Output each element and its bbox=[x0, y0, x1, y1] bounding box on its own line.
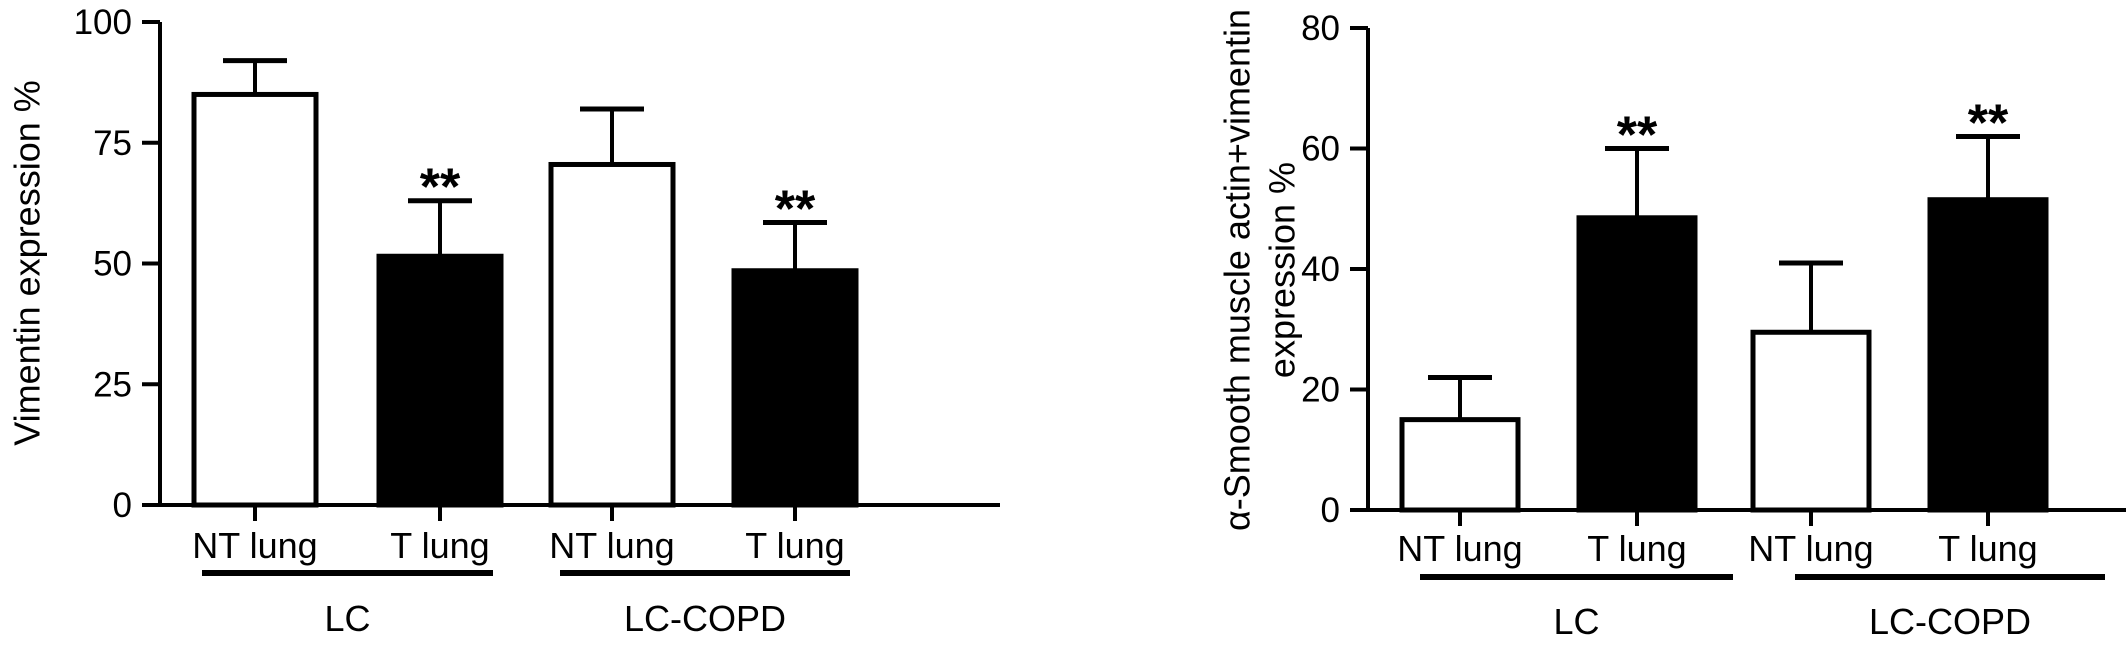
bar bbox=[1927, 197, 2049, 513]
bar bbox=[376, 253, 504, 508]
group-label: LC bbox=[324, 598, 370, 639]
y-tick-label: 60 bbox=[1301, 130, 1340, 169]
bar bbox=[548, 161, 676, 508]
y-tick-label: 50 bbox=[93, 245, 132, 284]
y-tick-label: 20 bbox=[1301, 371, 1340, 410]
category-label: NT lung bbox=[1397, 528, 1522, 569]
bar bbox=[191, 91, 319, 508]
y-tick-label: 0 bbox=[1321, 491, 1340, 530]
y-axis-label: α-Smooth muscle actin+vimentin bbox=[1217, 9, 1258, 531]
y-tick-label: 40 bbox=[1301, 250, 1340, 289]
group-label: LC bbox=[1553, 601, 1599, 642]
y-tick-label: 80 bbox=[1301, 9, 1340, 48]
bar bbox=[1750, 329, 1872, 513]
category-label: T lung bbox=[745, 525, 844, 566]
category-label: NT lung bbox=[1748, 528, 1873, 569]
group-label: LC-COPD bbox=[624, 598, 786, 639]
category-label: T lung bbox=[390, 525, 489, 566]
category-label: T lung bbox=[1587, 528, 1686, 569]
category-label: NT lung bbox=[549, 525, 674, 566]
y-tick-label: 100 bbox=[74, 3, 132, 42]
significance-marker: ** bbox=[1617, 107, 1658, 165]
y-tick-label: 75 bbox=[93, 124, 132, 163]
bar bbox=[1576, 215, 1698, 513]
chart-panel-vimentin: 0 25 50 75 100 Vimentin expression % NT lung **… bbox=[7, 3, 1000, 639]
significance-marker: ** bbox=[1968, 94, 2009, 152]
y-axis-label: expression % bbox=[1262, 162, 1303, 378]
y-tick-label: 0 bbox=[113, 486, 132, 525]
category-label: T lung bbox=[1938, 528, 2037, 569]
bar bbox=[1399, 417, 1521, 513]
y-axis-label: Vimentin expression % bbox=[7, 80, 48, 446]
category-label: NT lung bbox=[192, 525, 317, 566]
y-tick-label: 25 bbox=[93, 365, 132, 404]
significance-marker: ** bbox=[420, 159, 461, 217]
chart-panel-sma-vimentin: 0 20 40 60 80 α-Smooth muscle actin+vimentin e… bbox=[1217, 9, 2126, 642]
bar bbox=[731, 268, 859, 508]
significance-marker: ** bbox=[775, 180, 816, 238]
group-label: LC-COPD bbox=[1869, 601, 2031, 642]
